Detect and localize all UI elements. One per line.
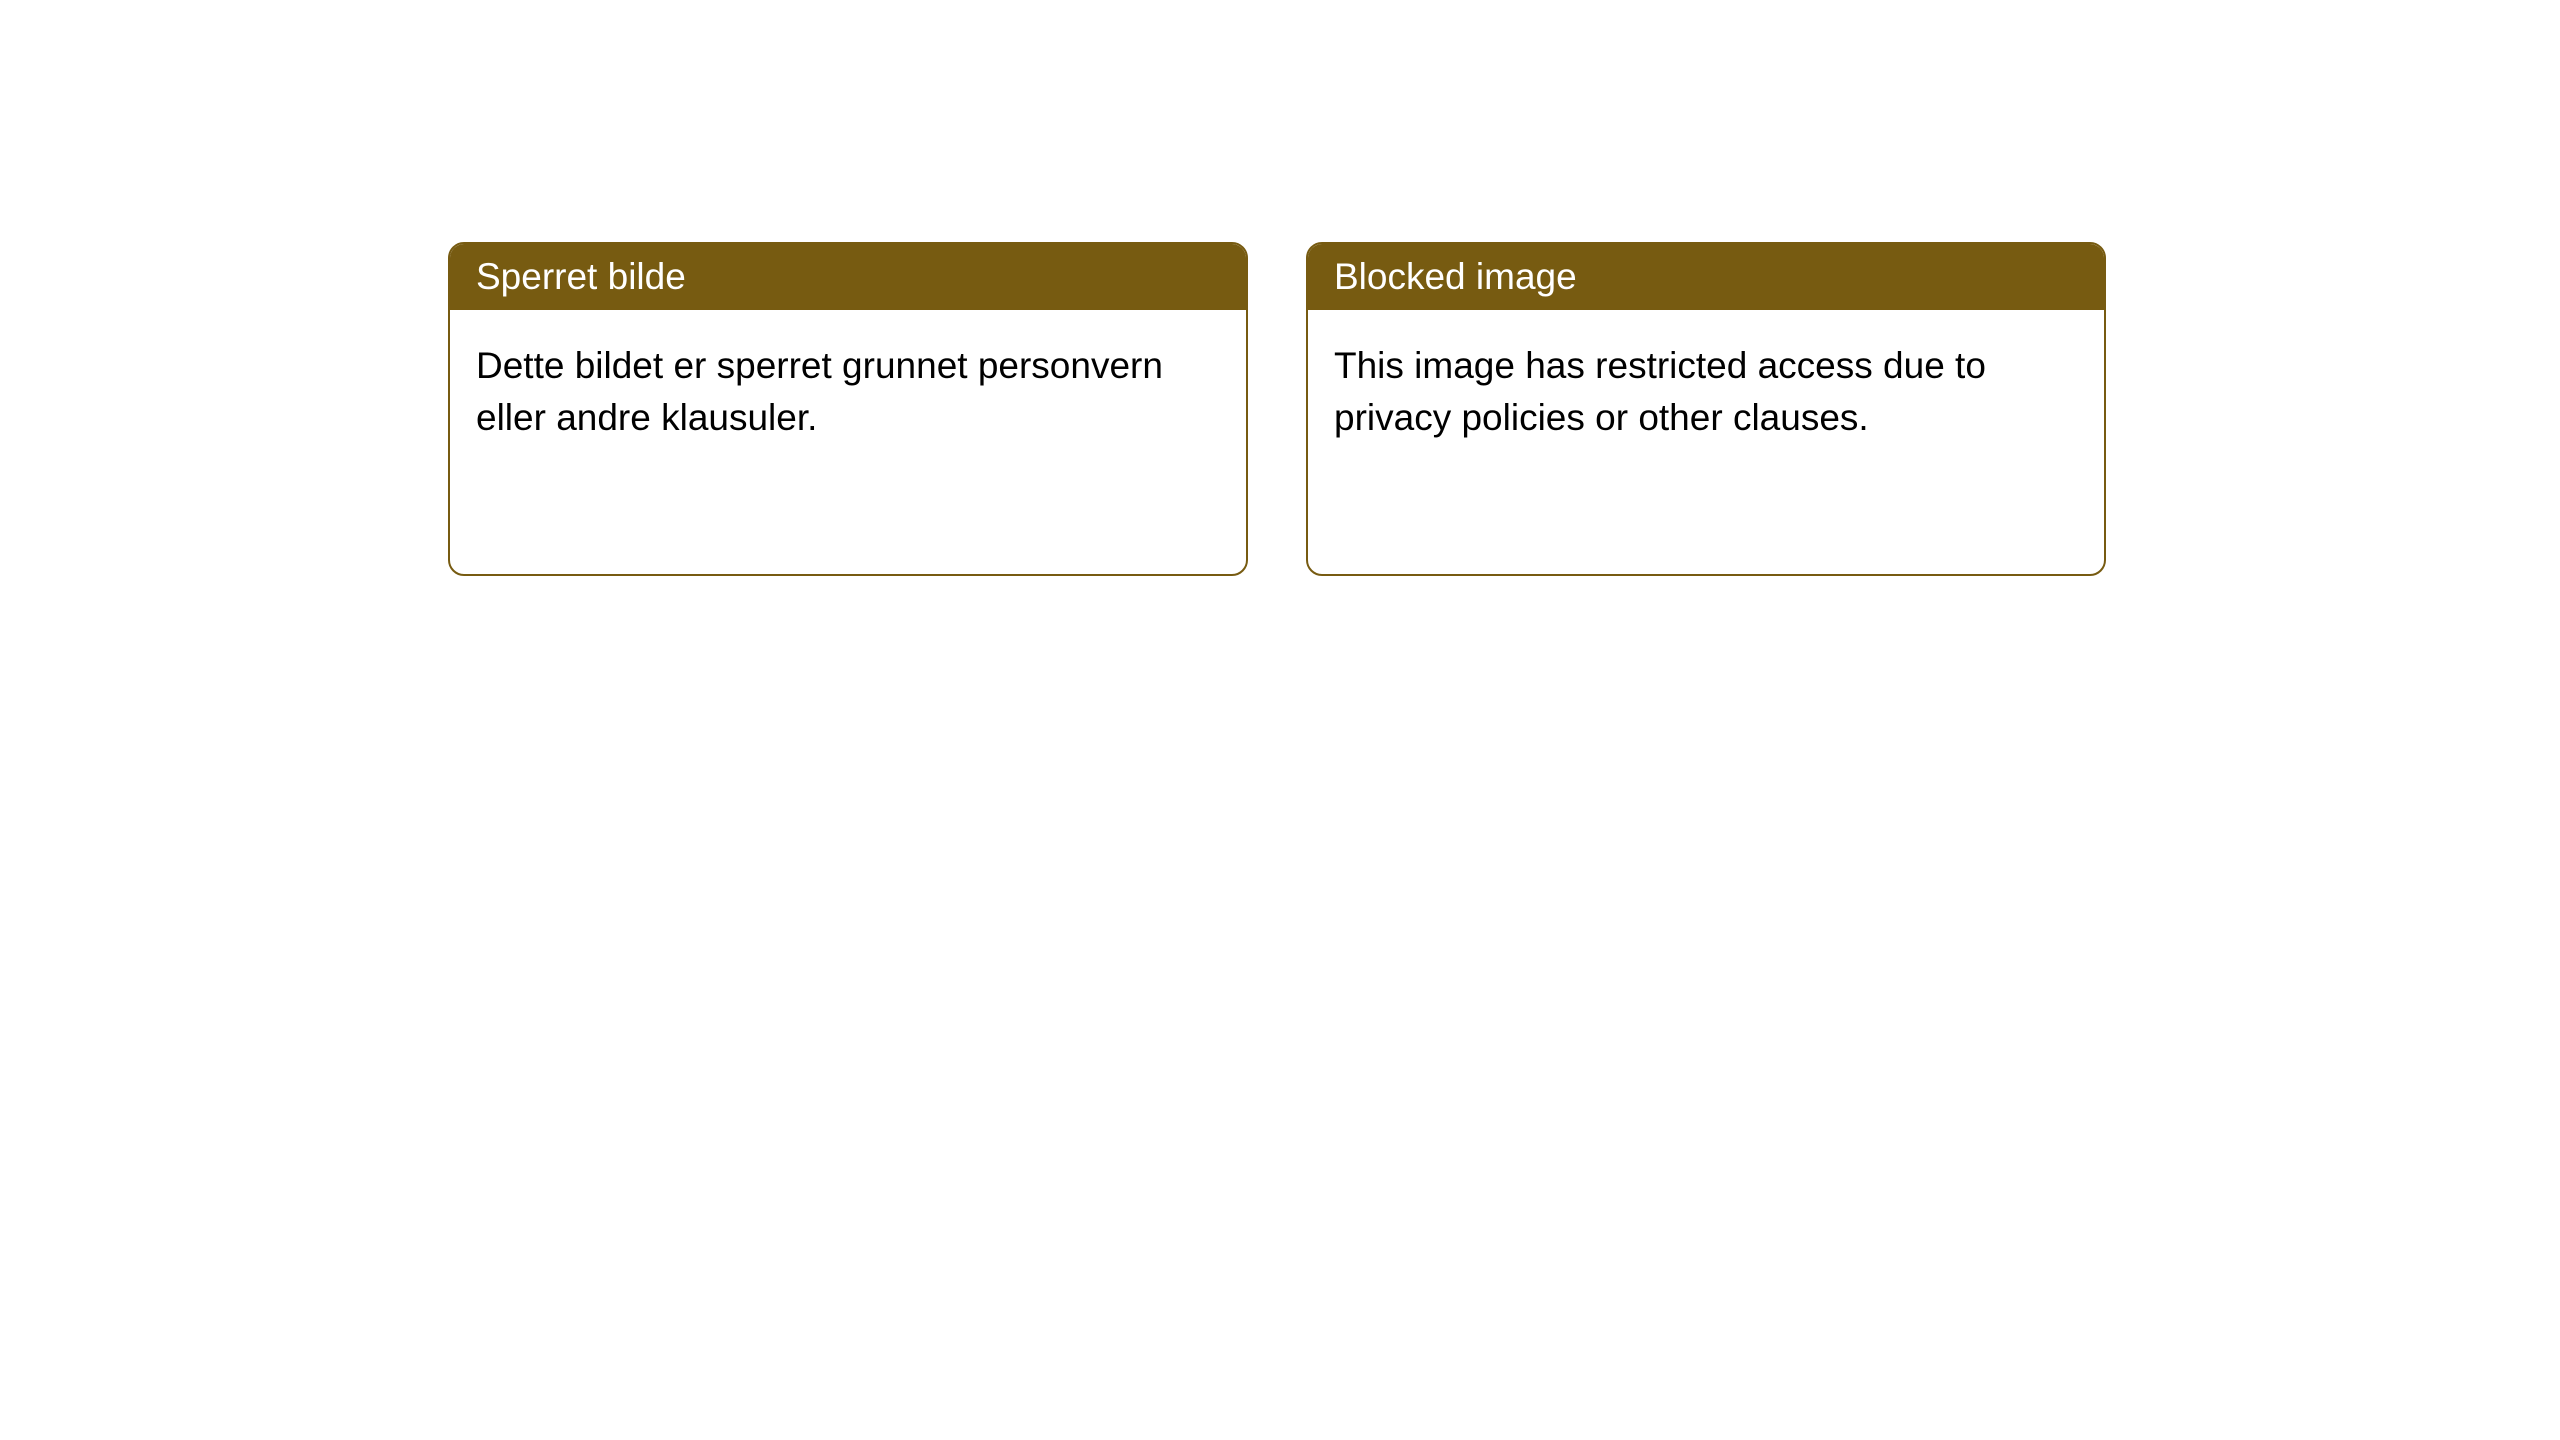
card-body-no: Dette bildet er sperret grunnet personve… [450, 310, 1246, 474]
card-header-no: Sperret bilde [450, 244, 1246, 310]
card-body-en: This image has restricted access due to … [1308, 310, 2104, 474]
cards-container: Sperret bilde Dette bildet er sperret gr… [448, 242, 2106, 576]
card-message-no: Dette bildet er sperret grunnet personve… [476, 345, 1163, 438]
card-message-en: This image has restricted access due to … [1334, 345, 1986, 438]
blocked-image-card-no: Sperret bilde Dette bildet er sperret gr… [448, 242, 1248, 576]
blocked-image-card-en: Blocked image This image has restricted … [1306, 242, 2106, 576]
card-title-en: Blocked image [1334, 256, 1577, 297]
card-header-en: Blocked image [1308, 244, 2104, 310]
card-title-no: Sperret bilde [476, 256, 686, 297]
